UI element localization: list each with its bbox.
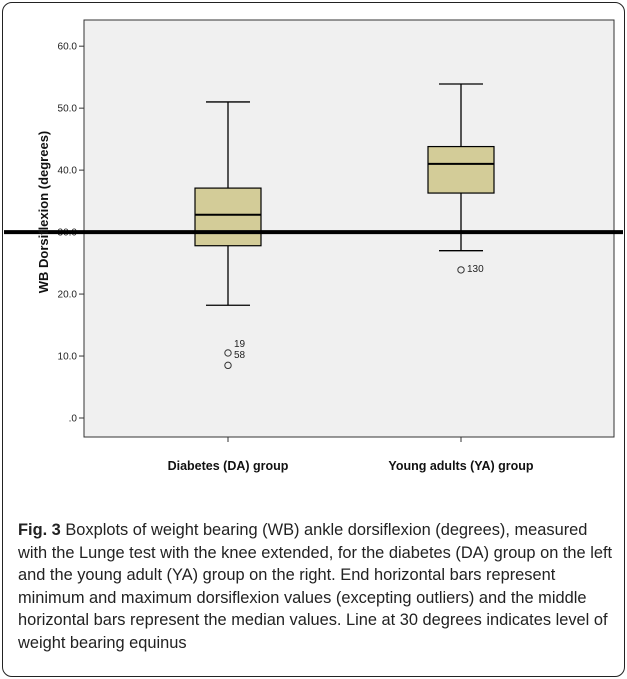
- y-tick-label: 20.0: [58, 290, 78, 301]
- figure-label: Fig. 3: [18, 521, 61, 539]
- iqr-box: [194, 187, 262, 247]
- iqr-box: [427, 145, 495, 194]
- caption-text: Boxplots of weight bearing (WB) ankle do…: [18, 521, 613, 652]
- figure-caption: Fig. 3 Boxplots of weight bearing (WB) a…: [18, 519, 614, 655]
- boxplot-chart: .010.020.030.040.050.060.0 Diabetes (DA)…: [4, 19, 623, 473]
- y-axis-label: WB Dorsiflexion (degrees): [36, 131, 51, 294]
- y-tick-label: 50.0: [58, 104, 78, 115]
- y-tick-label: 60.0: [58, 42, 78, 53]
- outlier-point: [457, 266, 465, 274]
- y-tick-label: 40.0: [58, 166, 78, 177]
- outlier-label: 58: [234, 350, 246, 361]
- outlier-point: [224, 349, 232, 357]
- box-group: 130: [427, 83, 495, 275]
- plot-area: [83, 19, 615, 438]
- y-tick-label: .0: [69, 414, 78, 425]
- outlier-label: 19: [234, 339, 246, 350]
- outlier-label: 130: [467, 264, 484, 275]
- x-axis: Diabetes (DA) group Young adults (YA) gro…: [168, 437, 534, 473]
- x-category-label: Diabetes (DA) group: [168, 459, 289, 473]
- x-category-label: Young adults (YA) group: [388, 459, 533, 473]
- outlier-point: [224, 361, 232, 370]
- y-tick-label: 10.0: [58, 352, 78, 363]
